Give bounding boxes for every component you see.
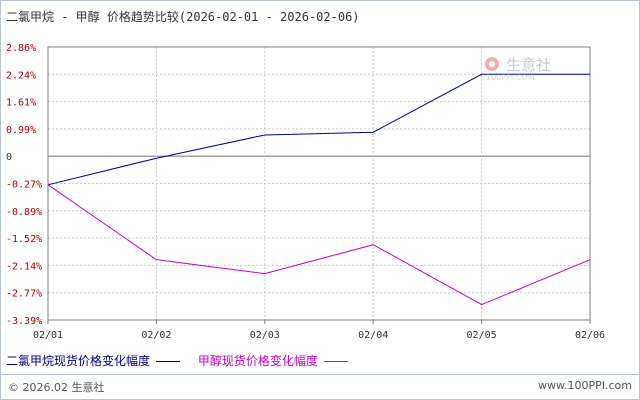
series-line-2 [47,184,591,306]
plot-border [47,46,591,321]
legend-label-series1: 二氯甲烷现货价格变化幅度 [6,354,151,368]
chart-title: 二氯甲烷 - 甲醇 价格趋势比较(2026-02-01 - 2026-02-06… [6,10,360,24]
axes [47,46,591,324]
x-tick-label: 02/06 [575,330,605,341]
y-tick-labels: 2.86% 2.24% 1.61% 0.99% 0 -0.27% -0.89% -1.52% -… [6,43,42,327]
legend: 二氯甲烷现货价格变化幅度 甲醇现货价格变化幅度 [6,352,362,369]
series-line-1 [47,73,590,186]
x-tick-label: 02/02 [141,330,171,341]
y-tick-label: -2.14% [6,261,42,272]
y-tick-label: 0.99% [6,125,36,136]
y-tick-label: 2.24% [6,70,36,81]
x-tick-label: 02/05 [467,330,497,341]
y-tick-label: 1.61% [6,98,36,109]
x-tick-label: 02/01 [33,330,63,341]
legend-item-series2: 甲醇现货价格变化幅度 [198,352,348,369]
x-tick-labels: 02/01 02/02 02/03 02/04 02/05 02/06 [33,330,605,341]
x-tick-label: 02/03 [250,330,280,341]
y-tick-label: -0.27% [6,180,42,191]
legend-swatch-series2 [323,361,348,362]
y-tick-label: -0.89% [6,207,42,218]
footer-copyright: © 2026.02 生意社 [8,381,105,394]
series-lines [47,73,591,306]
legend-item-series1: 二氯甲烷现货价格变化幅度 [6,352,181,369]
y-tick-label: -3.39% [6,316,42,327]
y-tick-label: 0 [6,152,12,163]
watermark-logo-text: 生意社 [506,56,551,74]
y-tick-label: -2.77% [6,289,42,300]
y-tick-label: 2.86% [6,43,36,54]
footer-site-link[interactable]: www.100PPI.com [538,379,632,392]
legend-swatch-series1 [156,361,181,362]
legend-label-series2: 甲醇现货价格变化幅度 [197,354,318,368]
watermark-url-text: 100PPI.COM [486,73,535,82]
x-tick-label: 02/04 [358,330,388,341]
footer-divider [0,374,640,375]
grid-lines [48,46,590,321]
y-tick-label: -1.52% [6,234,42,245]
